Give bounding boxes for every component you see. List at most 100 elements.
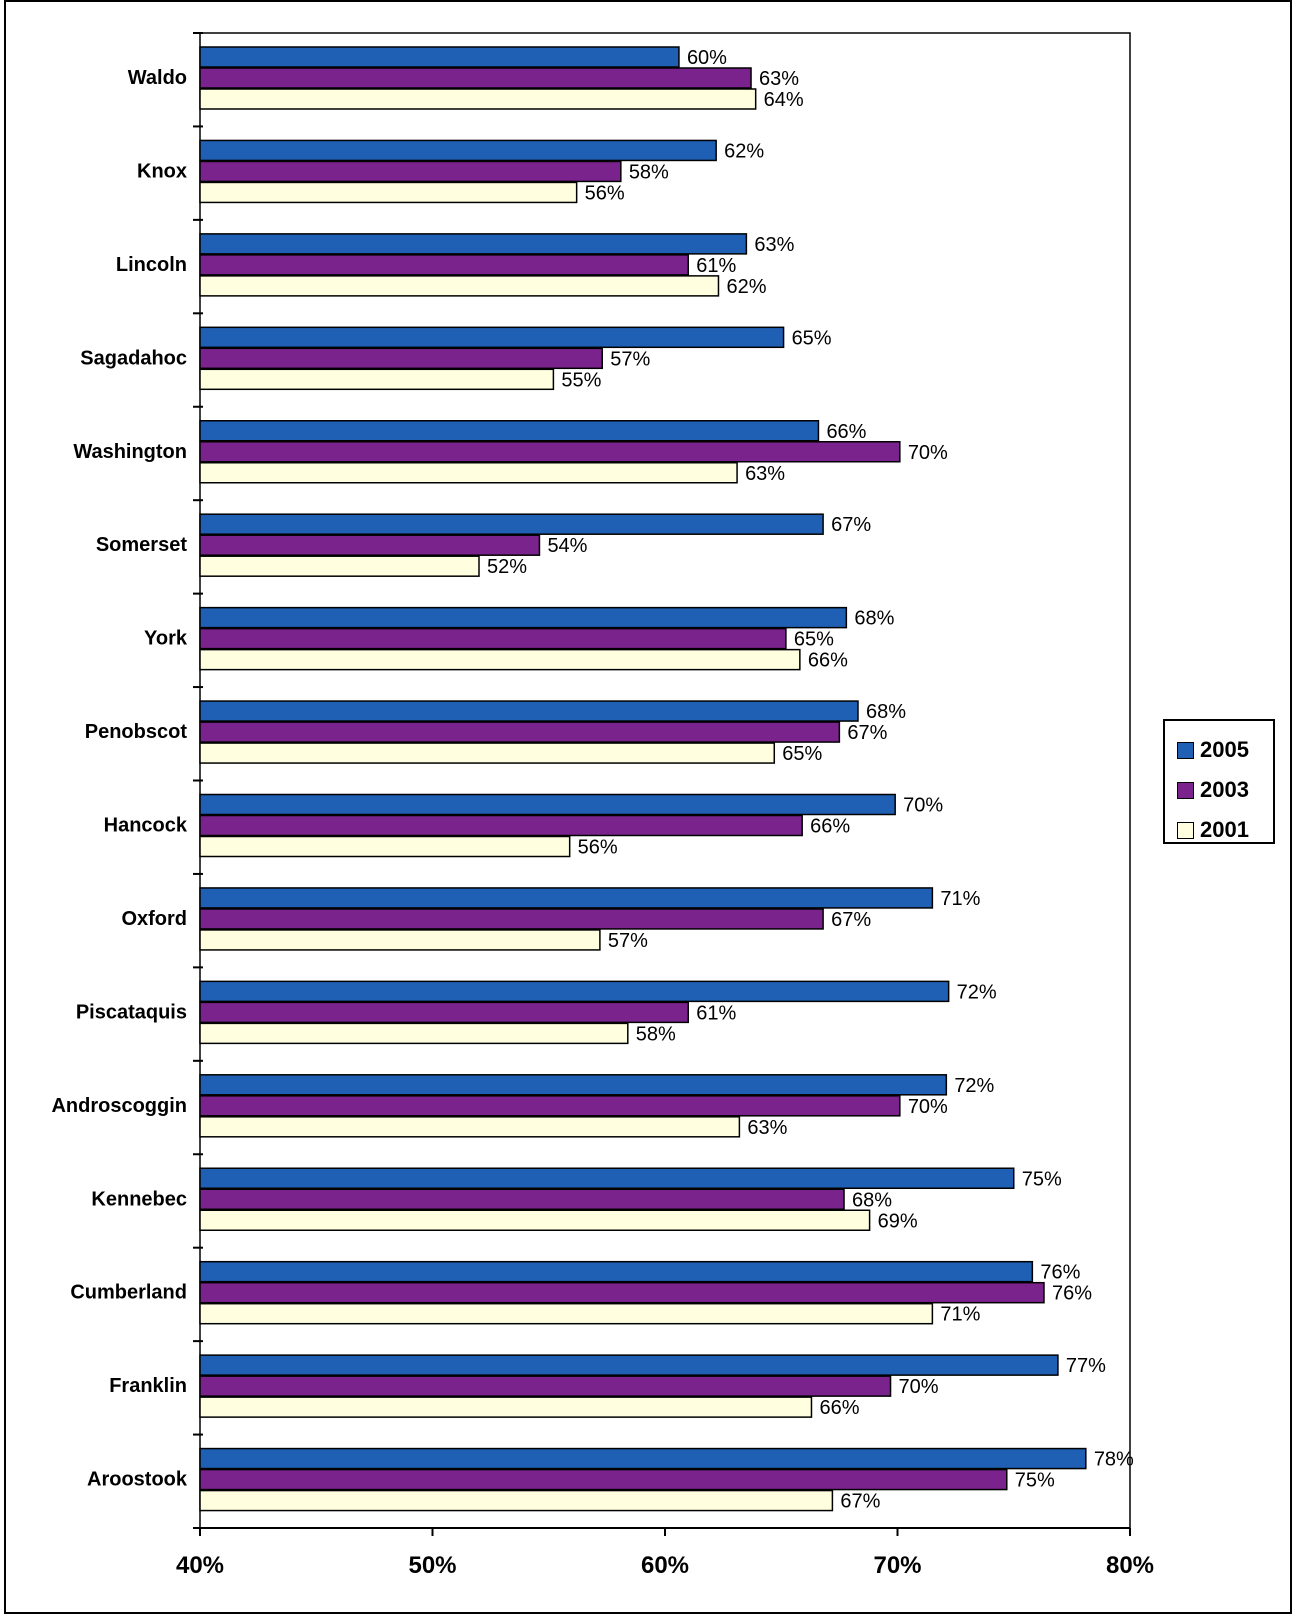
bar-2003 bbox=[199, 1188, 845, 1210]
category-label: Somerset bbox=[96, 534, 187, 556]
legend-label-2001: 2001 bbox=[1200, 817, 1249, 842]
category-label: York bbox=[144, 628, 188, 650]
bar-value-label: 68% bbox=[852, 1189, 892, 1211]
bar-value-label: 66% bbox=[810, 816, 850, 838]
bar-value-label: 69% bbox=[878, 1210, 918, 1232]
bar-value-label: 78% bbox=[1094, 1449, 1134, 1471]
bar-value-label: 67% bbox=[831, 514, 871, 536]
bar-value-label: 54% bbox=[547, 535, 587, 557]
chart-frame bbox=[4, 0, 1292, 1614]
bar-value-label: 75% bbox=[1015, 1470, 1055, 1492]
category-label: Androscoggin bbox=[51, 1095, 187, 1117]
bar-2003 bbox=[199, 814, 803, 837]
bar-2003 bbox=[199, 627, 787, 650]
bar-value-label: 67% bbox=[840, 1491, 880, 1513]
bar-2001 bbox=[199, 368, 555, 391]
x-tick-label: 40% bbox=[176, 1552, 224, 1579]
legend: 2005 2003 2001 bbox=[1163, 719, 1275, 844]
x-tick-label: 70% bbox=[873, 1552, 921, 1579]
bar-2005 bbox=[199, 700, 859, 722]
bar-2001 bbox=[199, 275, 720, 297]
legend-label-2003: 2003 bbox=[1200, 777, 1249, 802]
x-tick-label: 50% bbox=[408, 1552, 456, 1579]
bar-value-label: 70% bbox=[908, 1096, 948, 1118]
bar-2003 bbox=[199, 1375, 892, 1397]
bar-2003 bbox=[199, 67, 752, 89]
bar-value-label: 58% bbox=[636, 1023, 676, 1045]
bar-2005 bbox=[199, 887, 934, 909]
bar-value-label: 67% bbox=[847, 722, 887, 744]
legend-swatch-2001 bbox=[1177, 821, 1194, 839]
bar-value-label: 61% bbox=[696, 1002, 736, 1024]
bar-value-label: 66% bbox=[808, 650, 848, 672]
bar-value-label: 76% bbox=[1052, 1283, 1092, 1305]
bar-value-label: 62% bbox=[726, 276, 766, 298]
bar-value-label: 67% bbox=[831, 909, 871, 931]
category-label: Aroostook bbox=[87, 1469, 188, 1491]
bar-2003 bbox=[199, 254, 689, 276]
bar-2001 bbox=[199, 462, 738, 484]
bar-value-label: 68% bbox=[866, 701, 906, 723]
bar-2005 bbox=[199, 606, 848, 629]
bar-2001 bbox=[199, 742, 776, 764]
bar-2003 bbox=[199, 1281, 1045, 1304]
bar-2003 bbox=[199, 1001, 689, 1024]
bar-value-label: 76% bbox=[1040, 1262, 1080, 1284]
bar-2001 bbox=[199, 1489, 834, 1512]
bar-value-label: 58% bbox=[629, 161, 669, 183]
bar-2001 bbox=[199, 1116, 741, 1138]
bar-2005 bbox=[199, 420, 820, 442]
bar-value-label: 71% bbox=[940, 1304, 980, 1326]
category-label: Oxford bbox=[121, 908, 187, 930]
legend-item-2001: 2001 bbox=[1177, 810, 1273, 850]
bar-2003 bbox=[199, 534, 541, 556]
category-label: Franklin bbox=[109, 1375, 187, 1397]
bar-value-label: 62% bbox=[724, 140, 764, 162]
category-label: Cumberland bbox=[70, 1282, 187, 1304]
legend-label-2005: 2005 bbox=[1200, 737, 1249, 762]
bar-2005 bbox=[199, 326, 785, 349]
x-tick-label: 60% bbox=[641, 1552, 689, 1579]
bar-value-label: 75% bbox=[1022, 1168, 1062, 1190]
bar-2005 bbox=[199, 139, 717, 162]
bar-2001 bbox=[199, 555, 480, 577]
category-label: Sagadahoc bbox=[80, 347, 187, 369]
bar-value-label: 56% bbox=[585, 182, 625, 204]
category-label: Knox bbox=[137, 160, 187, 182]
x-tick-label: 80% bbox=[1106, 1552, 1154, 1579]
category-label: Waldo bbox=[128, 67, 187, 89]
bar-value-label: 61% bbox=[696, 255, 736, 277]
bar-value-label: 71% bbox=[940, 888, 980, 910]
bar-2005 bbox=[199, 46, 680, 68]
bar-value-label: 63% bbox=[747, 1117, 787, 1139]
legend-item-2003: 2003 bbox=[1177, 770, 1273, 810]
bar-2005 bbox=[199, 1447, 1087, 1470]
bar-2005 bbox=[199, 793, 896, 816]
bar-2003 bbox=[199, 347, 603, 370]
bar-value-label: 60% bbox=[687, 47, 727, 69]
bar-2001 bbox=[199, 181, 578, 204]
bar-value-label: 70% bbox=[908, 442, 948, 464]
bar-value-label: 55% bbox=[561, 369, 601, 391]
category-label: Piscataquis bbox=[76, 1001, 187, 1023]
legend-swatch-2005 bbox=[1177, 741, 1194, 759]
bar-value-label: 57% bbox=[608, 930, 648, 952]
bar-2001 bbox=[199, 835, 571, 858]
bar-2003 bbox=[199, 721, 841, 743]
bar-value-label: 63% bbox=[754, 234, 794, 256]
bar-value-label: 70% bbox=[903, 795, 943, 817]
bar-2001 bbox=[199, 1209, 871, 1231]
bar-2003 bbox=[199, 441, 901, 463]
bar-value-label: 70% bbox=[899, 1376, 939, 1398]
bar-value-label: 64% bbox=[764, 89, 804, 111]
bar-2001 bbox=[199, 1022, 629, 1045]
bar-2003 bbox=[199, 908, 824, 930]
legend-swatch-2003 bbox=[1177, 781, 1194, 799]
bar-2003 bbox=[199, 160, 622, 183]
bar-value-label: 68% bbox=[854, 608, 894, 630]
bar-value-label: 65% bbox=[782, 743, 822, 765]
bar-2003 bbox=[199, 1095, 901, 1117]
category-label: Lincoln bbox=[116, 254, 187, 276]
bar-value-label: 66% bbox=[826, 421, 866, 443]
category-label: Hancock bbox=[104, 815, 188, 837]
